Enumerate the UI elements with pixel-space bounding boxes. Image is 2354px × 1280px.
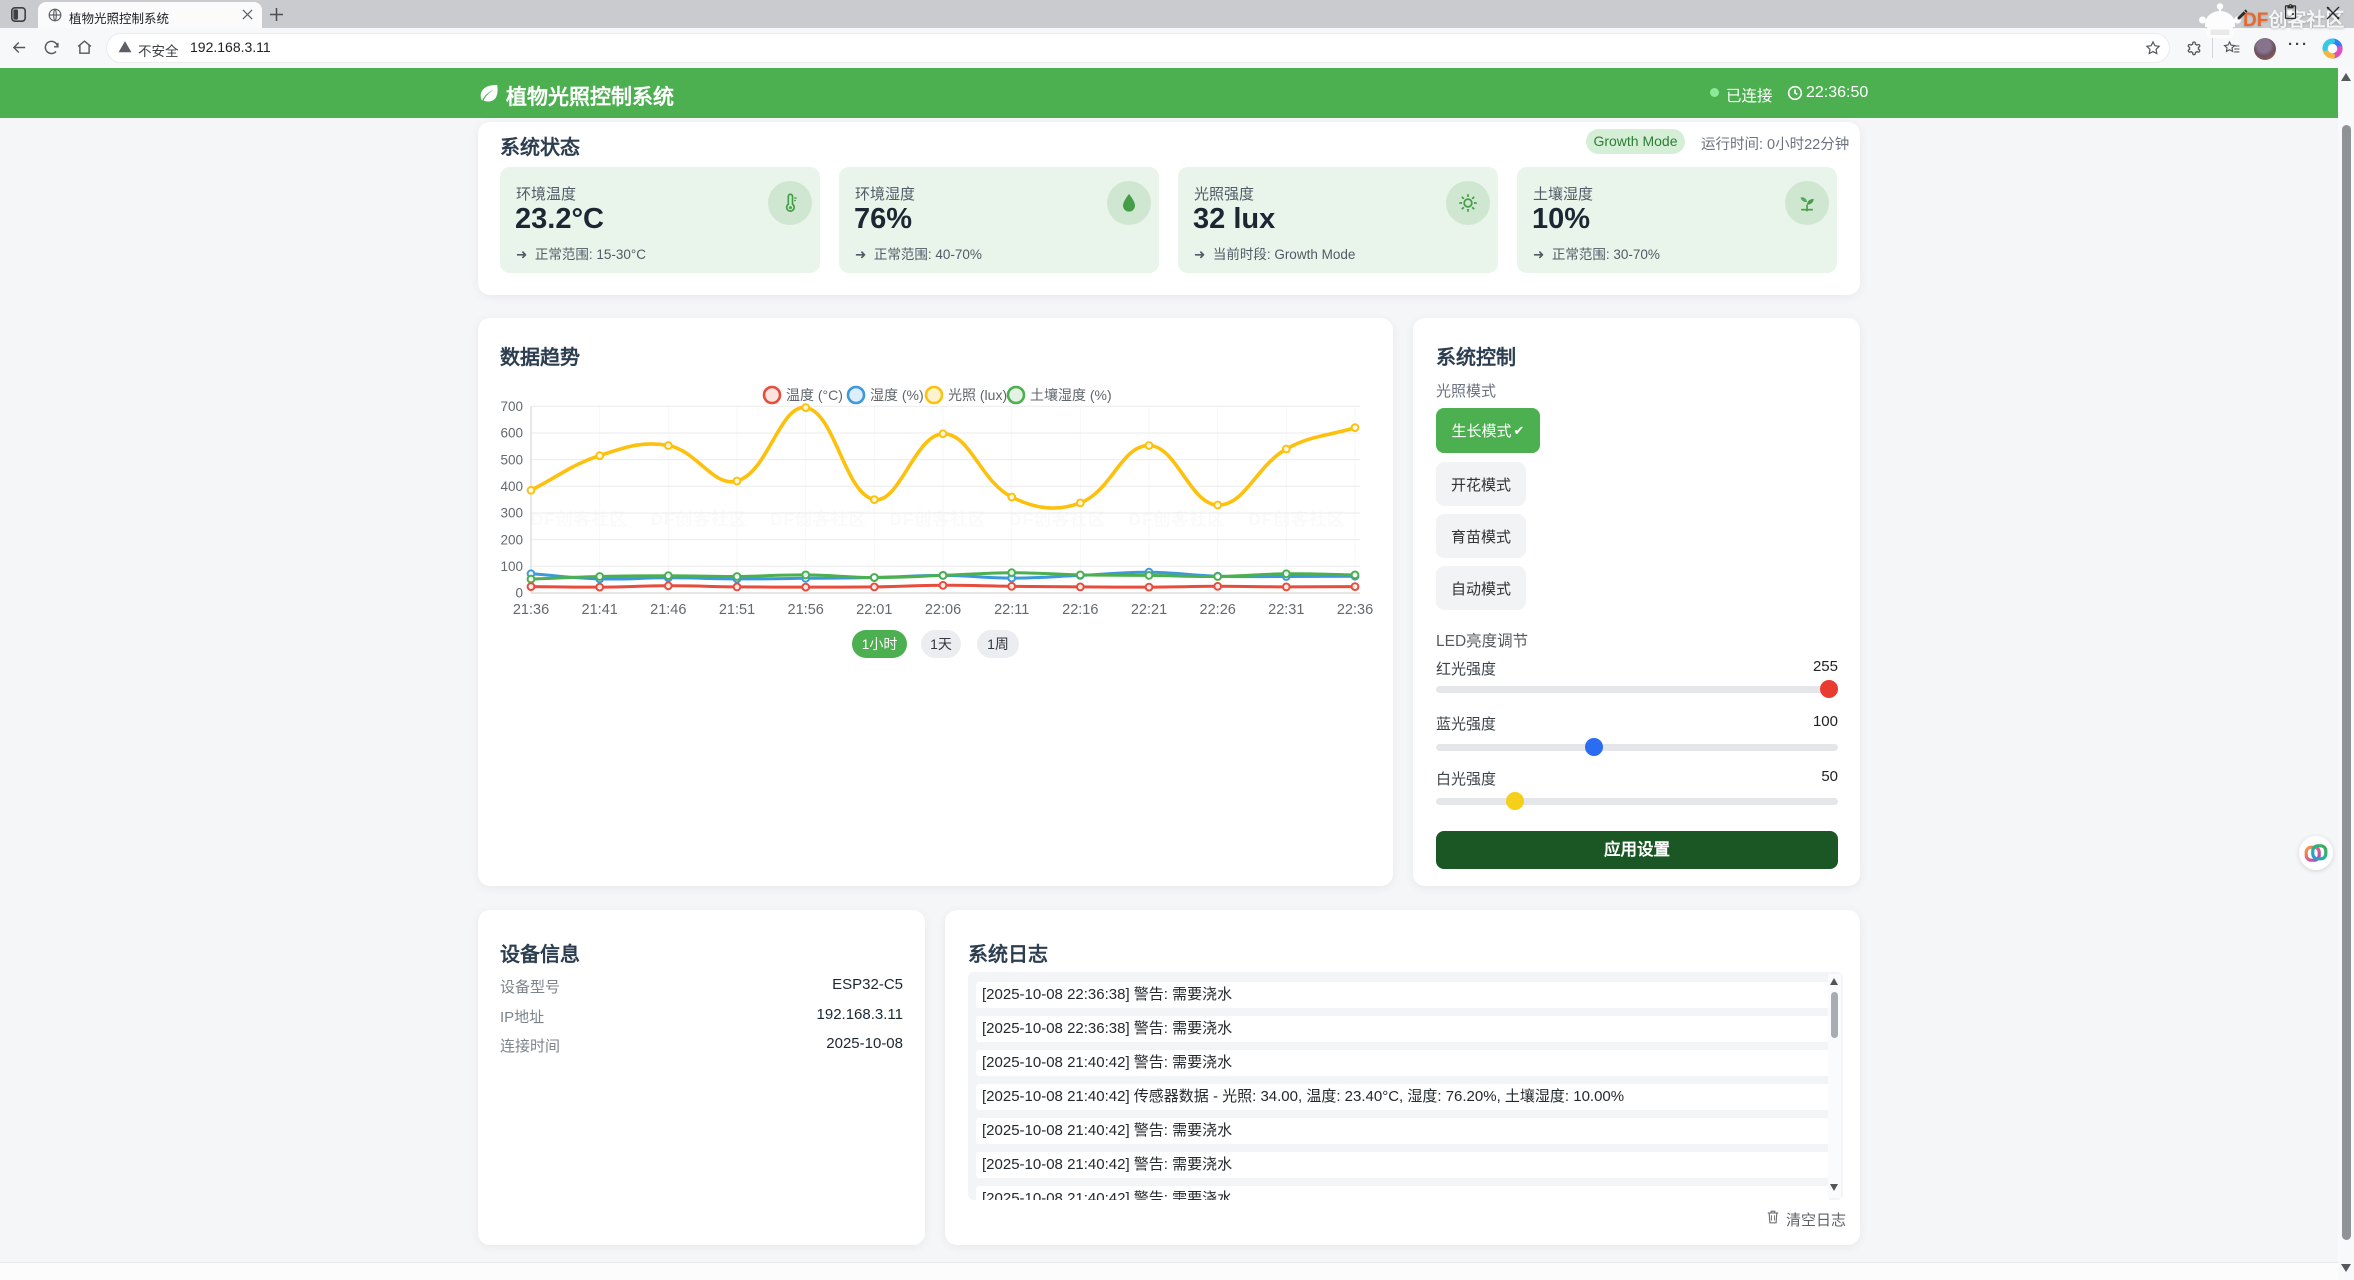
svg-text:光照 (lux): 光照 (lux) [948, 387, 1007, 403]
svg-text:22:31: 22:31 [1268, 602, 1304, 618]
svg-text:22:06: 22:06 [925, 602, 961, 618]
svg-text:21:36: 21:36 [513, 602, 549, 618]
svg-text:500: 500 [500, 452, 523, 467]
svg-text:21:41: 21:41 [582, 602, 618, 618]
svg-text:湿度 (%): 湿度 (%) [870, 387, 924, 403]
svg-text:21:46: 21:46 [650, 602, 686, 618]
svg-text:22:26: 22:26 [1200, 602, 1236, 618]
svg-text:400: 400 [500, 479, 523, 494]
svg-text:0: 0 [515, 586, 523, 601]
svg-text:21:56: 21:56 [788, 602, 824, 618]
svg-text:22:36: 22:36 [1337, 602, 1373, 618]
svg-text:土壤湿度 (%): 土壤湿度 (%) [1030, 387, 1112, 403]
svg-text:22:16: 22:16 [1062, 602, 1098, 618]
svg-text:22:01: 22:01 [856, 602, 892, 618]
svg-text:22:11: 22:11 [994, 602, 1029, 618]
svg-text:700: 700 [500, 399, 523, 414]
svg-text:200: 200 [500, 532, 523, 547]
svg-text:21:51: 21:51 [719, 602, 755, 618]
svg-text:300: 300 [500, 506, 523, 521]
svg-text:22:21: 22:21 [1131, 602, 1167, 618]
svg-text:600: 600 [500, 426, 523, 441]
svg-text:温度 (°C): 温度 (°C) [786, 387, 843, 403]
svg-text:100: 100 [500, 559, 523, 574]
